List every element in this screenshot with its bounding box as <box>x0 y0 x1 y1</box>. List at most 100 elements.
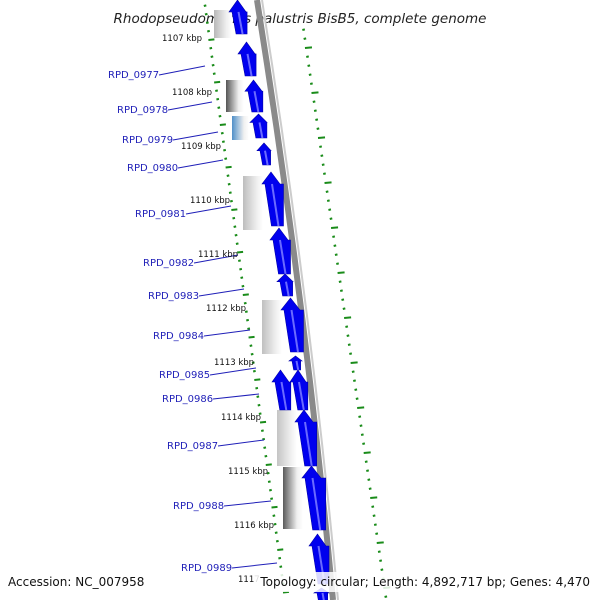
outer-tick <box>265 463 272 466</box>
gene-arrow-highlight <box>298 381 305 411</box>
inner-tick <box>375 532 379 535</box>
outer-tick <box>275 539 279 543</box>
outer-tick <box>232 216 236 220</box>
gc-block <box>214 10 232 38</box>
outer-tick <box>215 89 219 92</box>
backbone-shadow <box>261 0 339 601</box>
kbp-label: 1109 kbp <box>181 142 221 152</box>
inner-tick <box>326 199 330 202</box>
inner-tick <box>362 442 366 445</box>
outer-tick <box>252 369 256 373</box>
inner-tick <box>320 154 324 157</box>
locus-label: RPD_0984 <box>153 331 204 342</box>
leader-line <box>185 205 232 215</box>
outer-tick-ring <box>203 4 290 594</box>
inner-tick <box>334 253 338 256</box>
gc-content-track <box>214 10 303 529</box>
kbp-label: 1112 kbp <box>206 304 246 314</box>
locus-label: RPD_0985 <box>159 370 210 381</box>
inner-tick <box>379 559 383 562</box>
outer-tick <box>248 335 255 339</box>
gene-arrow-highlight <box>285 281 290 297</box>
gene-arrow-highlight <box>253 91 260 113</box>
gene-arrow <box>276 273 294 297</box>
locus-label: RPD_0979 <box>122 135 173 146</box>
gene-arrow <box>256 142 272 166</box>
gene-arrow-highlight <box>246 53 253 77</box>
kbp-label: 1114 kbp <box>221 413 261 423</box>
leader-line <box>217 439 265 447</box>
leader-line <box>158 65 206 76</box>
outer-tick <box>203 4 207 7</box>
inner-tick <box>372 514 376 517</box>
outer-tick <box>278 556 282 560</box>
inner-tick <box>330 226 339 229</box>
leader-line <box>212 393 260 400</box>
locus-label: RPD_0986 <box>162 394 213 405</box>
inner-tick <box>345 325 349 328</box>
kbp-label: 1110 kbp <box>190 196 230 206</box>
inner-tick <box>363 451 371 454</box>
outer-tick <box>243 301 247 305</box>
outer-tick <box>238 259 241 262</box>
outer-tick <box>259 420 267 424</box>
gene-arrow-highlight <box>290 309 299 353</box>
inner-tick <box>376 541 384 544</box>
leader-line <box>198 288 245 297</box>
gene-arrow-highlight <box>280 381 288 411</box>
outer-tick <box>239 267 243 271</box>
outer-tick <box>255 386 259 390</box>
inner-tick <box>377 550 381 553</box>
outer-tick <box>258 412 262 415</box>
gene-arrow-highlight <box>258 122 264 139</box>
gene-arrow <box>269 227 291 275</box>
leader-line <box>177 159 224 169</box>
inner-tick <box>321 163 325 166</box>
inner-tick <box>344 316 352 319</box>
outer-tick <box>256 395 260 398</box>
gc-block <box>262 300 282 354</box>
inner-tick <box>366 469 370 472</box>
outer-tick <box>264 454 268 458</box>
outer-tick <box>235 242 239 245</box>
gene-arrow-highlight <box>304 421 313 467</box>
locus-label: RPD_0988 <box>173 501 224 512</box>
outer-tick <box>205 21 209 24</box>
inner-tick <box>353 379 356 382</box>
outer-tick <box>224 157 228 160</box>
outer-tick <box>270 497 274 500</box>
gene-arrow-highlight <box>311 477 322 531</box>
inner-tick <box>332 235 336 238</box>
gc-block <box>277 410 297 466</box>
outer-tick <box>217 106 221 109</box>
leader-line <box>203 329 251 337</box>
gene-arrow-highlight <box>295 360 300 371</box>
inner-tick <box>380 568 384 571</box>
inner-tick <box>317 136 326 139</box>
outer-tick <box>204 12 208 16</box>
outer-tick <box>223 148 227 152</box>
inner-tick <box>371 505 375 508</box>
locus-label: RPD_0983 <box>148 291 199 302</box>
inner-tick <box>370 496 378 499</box>
inner-tick <box>360 433 364 436</box>
outer-tick <box>234 233 238 237</box>
inner-tick <box>302 28 306 31</box>
accession-label: Accession: NC_007958 <box>8 575 144 589</box>
gene-arrow-highlight <box>271 183 280 227</box>
leader-line <box>172 131 219 141</box>
outer-tick <box>241 284 245 288</box>
gc-block <box>283 467 303 529</box>
inner-tick <box>341 298 345 301</box>
inner-tick <box>351 370 355 373</box>
inner-tick <box>364 460 368 463</box>
outer-tick <box>221 140 225 143</box>
inner-tick <box>316 127 320 130</box>
inner-tick <box>373 523 377 526</box>
outer-tick <box>244 310 248 313</box>
outer-tick <box>226 174 230 177</box>
outer-tick <box>250 352 254 356</box>
gene-arrow-highlight <box>279 239 287 275</box>
inner-tick <box>306 55 309 58</box>
